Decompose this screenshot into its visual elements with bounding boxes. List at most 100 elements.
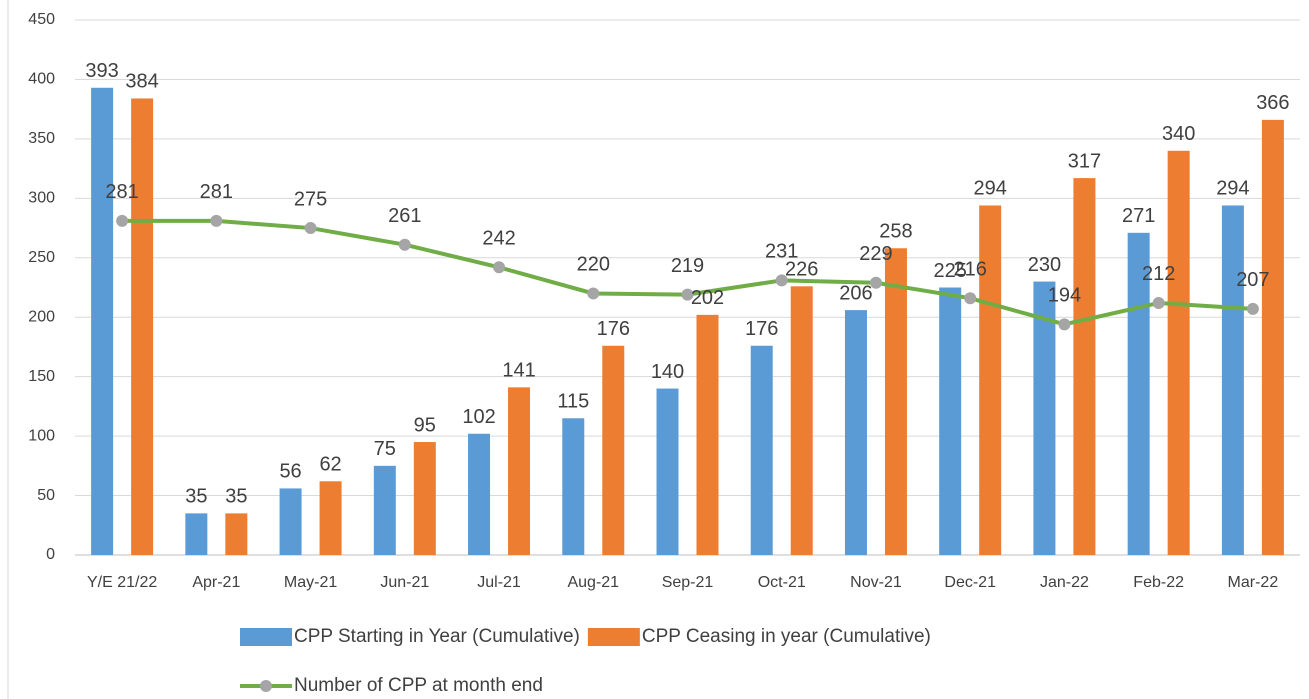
data-label: 271: [1122, 205, 1155, 227]
x-tick-label: May-21: [284, 574, 337, 591]
line-marker: [304, 222, 317, 235]
bar: [279, 488, 302, 555]
legend-swatch: [587, 628, 640, 646]
bar: [185, 513, 208, 555]
data-label: 230: [1028, 254, 1061, 276]
bar: [225, 513, 248, 555]
data-label: 35: [225, 486, 247, 508]
x-tick-label: Mar-22: [1228, 574, 1279, 591]
data-label: 294: [1216, 178, 1249, 200]
data-label: 176: [597, 318, 630, 340]
legend-label: CPP Ceasing in year (Cumulative): [642, 626, 931, 647]
bar: [1127, 232, 1150, 556]
data-label: 212: [1142, 263, 1175, 285]
line-marker: [775, 274, 788, 287]
bar: [750, 345, 773, 555]
legend-label: Number of CPP at month end: [294, 675, 543, 696]
x-tick-label: Sep-21: [662, 574, 714, 591]
bar: [844, 310, 867, 555]
data-label: 216: [954, 258, 987, 280]
data-label: 140: [651, 361, 684, 383]
bar: [602, 345, 625, 555]
y-tick-label: 350: [28, 130, 55, 147]
data-label: 219: [671, 255, 704, 277]
data-label: 231: [765, 241, 798, 263]
data-label: 242: [482, 228, 515, 250]
data-label: 176: [745, 318, 778, 340]
y-tick-label: 300: [28, 190, 55, 207]
bar: [939, 287, 962, 555]
data-label: 206: [839, 282, 872, 304]
data-label: 115: [557, 391, 589, 413]
data-label: 207: [1236, 269, 1269, 291]
legend-label: CPP Starting in Year (Cumulative): [294, 626, 580, 647]
data-label: 281: [200, 181, 233, 203]
legend-swatch: [240, 628, 292, 646]
x-tick-label: Aug-21: [567, 574, 619, 591]
bar: [508, 387, 531, 555]
data-label: 35: [185, 486, 207, 508]
line-marker: [1058, 318, 1071, 331]
line-marker: [681, 288, 694, 301]
line-marker: [116, 214, 129, 227]
bar: [413, 442, 436, 555]
data-label: 229: [859, 243, 892, 265]
bar: [1261, 119, 1284, 555]
x-tick-label: Nov-21: [850, 574, 902, 591]
x-tick-label: Jul-21: [477, 574, 521, 591]
y-tick-label: 250: [28, 249, 55, 266]
y-tick-label: 100: [28, 427, 55, 444]
data-label: 261: [388, 205, 421, 227]
data-label: 393: [85, 60, 118, 82]
data-label: 95: [414, 414, 436, 436]
bar: [562, 418, 585, 555]
line-marker: [1246, 302, 1259, 315]
bar: [979, 205, 1002, 555]
y-tick-label: 450: [28, 11, 55, 28]
data-label: 340: [1162, 123, 1195, 145]
y-tick-label: 0: [46, 546, 55, 563]
data-label: 258: [879, 221, 912, 243]
bar: [319, 481, 342, 555]
data-label: 294: [974, 178, 1007, 200]
data-label: 275: [294, 188, 327, 210]
data-label: 366: [1256, 92, 1289, 114]
y-tick-label: 150: [28, 368, 55, 385]
x-tick-label: Jan-22: [1040, 574, 1089, 591]
bar: [1167, 150, 1190, 555]
line-marker: [398, 238, 411, 251]
bar: [468, 433, 491, 555]
data-label: 141: [502, 360, 535, 382]
line-marker: [1152, 296, 1165, 309]
data-label: 384: [125, 71, 158, 93]
bar: [790, 286, 813, 555]
x-tick-label: Apr-21: [192, 574, 240, 591]
x-tick-label: Y/E 21/22: [87, 574, 157, 591]
line-marker: [869, 276, 882, 289]
data-label: 225: [934, 260, 967, 282]
bar: [696, 314, 719, 555]
bar: [131, 98, 154, 555]
bar: [656, 388, 679, 555]
data-label: 281: [105, 181, 138, 203]
legend-marker: [260, 680, 272, 692]
data-label: 202: [691, 287, 724, 309]
x-tick-label: Dec-21: [944, 574, 996, 591]
bar: [373, 465, 396, 555]
data-label: 194: [1048, 285, 1081, 307]
y-tick-label: 400: [28, 71, 55, 88]
data-label: 220: [577, 254, 610, 276]
y-tick-label: 200: [28, 308, 55, 325]
data-label: 62: [319, 454, 341, 476]
y-tick-label: 50: [37, 487, 55, 504]
data-label: 102: [462, 406, 495, 428]
bar: [1221, 205, 1244, 555]
data-label: 56: [279, 461, 301, 483]
line-marker: [493, 261, 506, 274]
line-marker: [587, 287, 600, 300]
data-label: 226: [785, 259, 818, 281]
data-label: 75: [374, 438, 396, 460]
bar: [91, 87, 114, 556]
bar: [1073, 178, 1096, 555]
bar: [1033, 281, 1056, 555]
